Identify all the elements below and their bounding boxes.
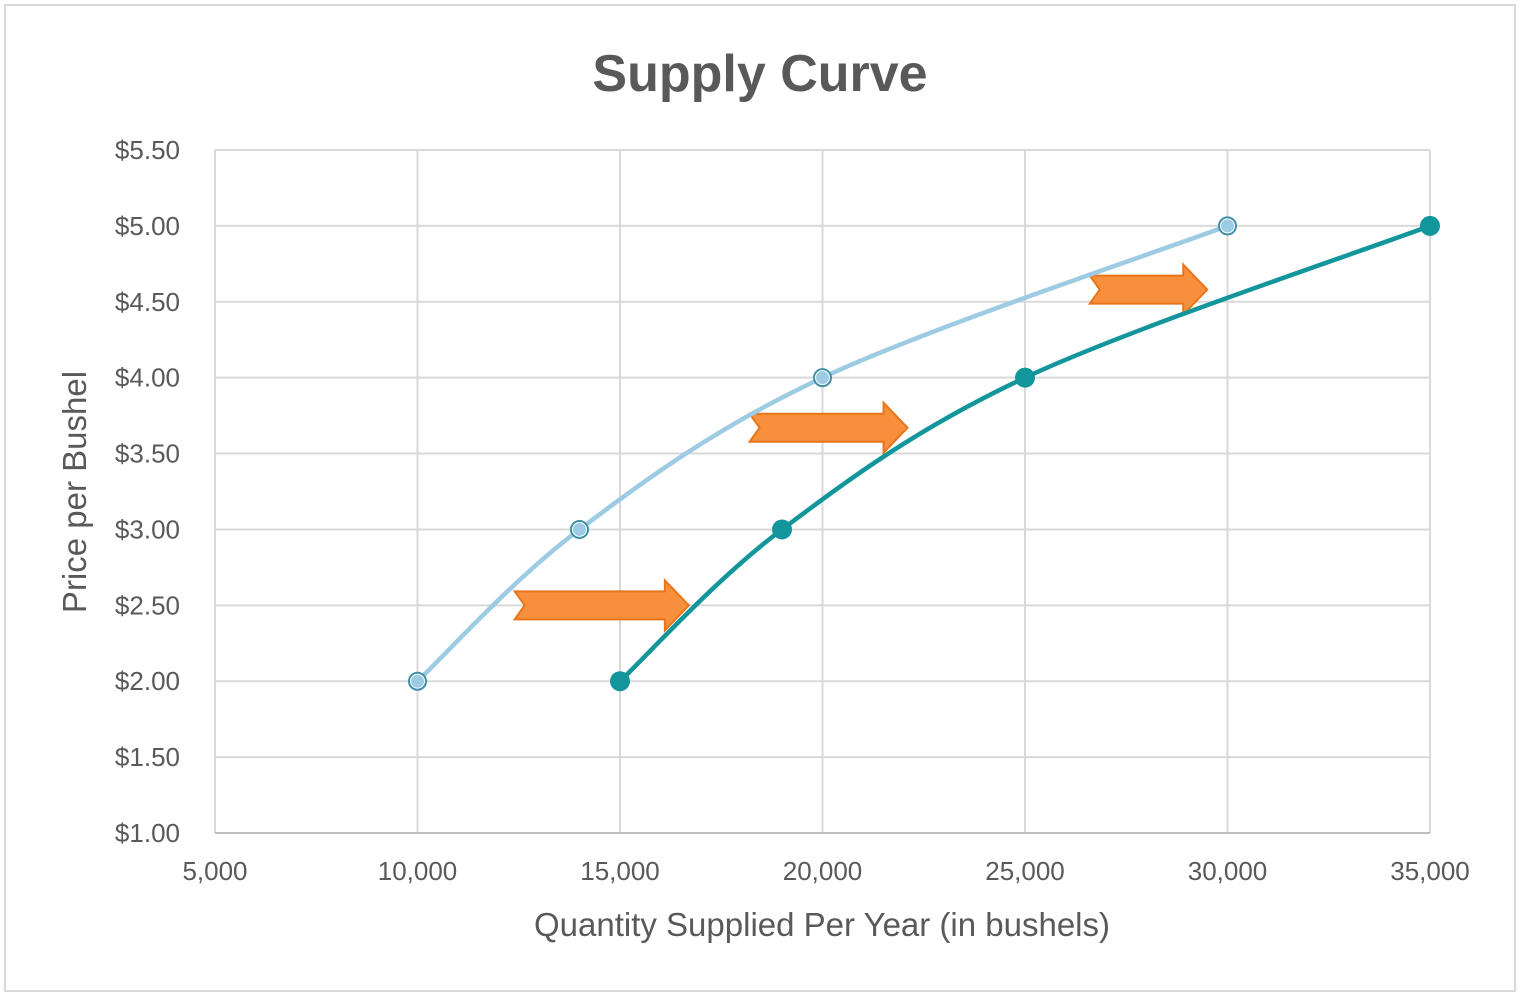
shift-arrow <box>747 400 909 456</box>
y-tick-label: $5.50 <box>115 135 180 165</box>
series-1-point-fill <box>573 522 586 536</box>
series-1-point-fill <box>1221 219 1234 233</box>
series-line-2 <box>618 223 1431 683</box>
y-tick-label: $1.50 <box>115 742 180 772</box>
y-axis-ticks: $1.00 $1.50 $2.00 $2.50 $3.00 $3.50 $4.00 $4.50… <box>115 135 180 848</box>
chart-frame <box>4 4 1516 992</box>
y-tick-label: $3.00 <box>115 514 180 544</box>
x-tick-label: 30,000 <box>1188 856 1268 886</box>
chart-title: Supply Curve <box>592 45 927 103</box>
x-tick-label: 20,000 <box>783 856 863 886</box>
shift-arrow <box>1087 262 1209 318</box>
y-tick-label: $5.00 <box>115 211 180 241</box>
series-2-point <box>610 671 630 692</box>
y-tick-label: $3.50 <box>115 439 180 469</box>
y-tick-label: $4.50 <box>115 287 180 317</box>
series-1-point-fill <box>411 674 424 688</box>
series-2-point <box>1015 367 1035 388</box>
x-axis-ticks: 5,000 10,000 15,000 20,000 25,000 30,000 35,00… <box>182 856 1469 886</box>
grid <box>214 149 1431 834</box>
series-group <box>408 215 1440 692</box>
y-tick-label: $2.00 <box>115 666 180 696</box>
shift-arrows <box>512 262 1209 633</box>
x-axis-label: Quantity Supplied Per Year (in bushels) <box>534 906 1110 943</box>
shift-arrow <box>512 577 691 633</box>
y-axis-label: Price per Bushel <box>56 371 93 613</box>
y-tick-label: $1.00 <box>115 818 180 848</box>
series-1-point-fill <box>816 371 829 385</box>
series-2-point <box>772 519 792 540</box>
x-tick-label: 10,000 <box>378 856 458 886</box>
y-tick-label: $4.00 <box>115 363 180 393</box>
x-tick-label: 15,000 <box>580 856 660 886</box>
y-tick-label: $2.50 <box>115 590 180 620</box>
x-tick-label: 35,000 <box>1390 856 1470 886</box>
series-line-1 <box>415 223 1229 683</box>
x-tick-label: 5,000 <box>182 856 247 886</box>
x-tick-label: 25,000 <box>985 856 1065 886</box>
series-2-point <box>1420 215 1440 236</box>
